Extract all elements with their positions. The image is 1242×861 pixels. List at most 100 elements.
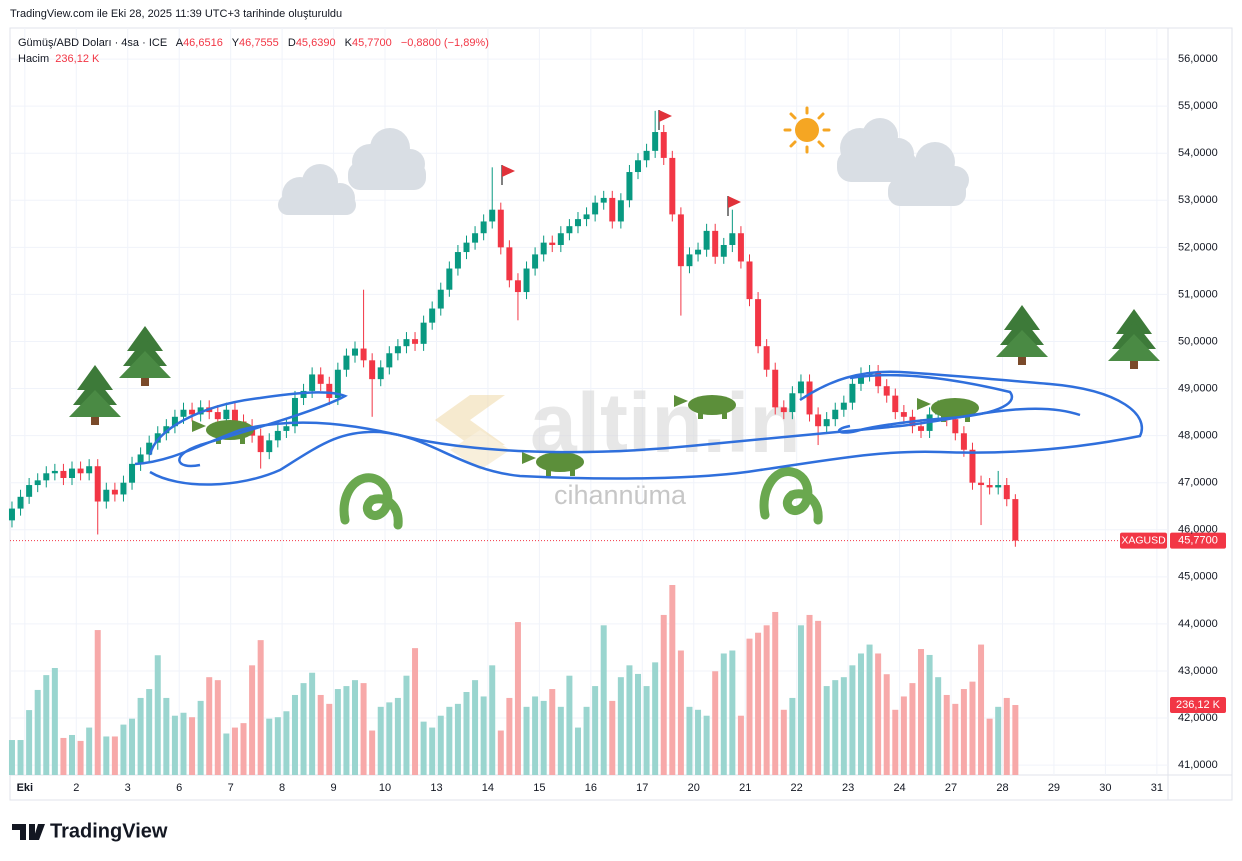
volume-bar <box>626 665 633 775</box>
candle-body <box>952 419 959 434</box>
volume-bar <box>806 614 813 775</box>
candle-body <box>43 473 50 481</box>
x-tick-label: 31 <box>1151 782 1163 794</box>
volume-bar <box>506 697 513 775</box>
candle-body <box>326 383 333 398</box>
volume-bar <box>377 706 384 775</box>
chart-frame <box>9 27 1233 801</box>
candle-body <box>609 197 616 222</box>
volume-bar <box>797 625 804 775</box>
candle-body <box>823 419 830 427</box>
candle-body <box>257 435 264 453</box>
volume-bar <box>1003 697 1010 775</box>
y-tick-label: 55,0000 <box>1178 100 1218 112</box>
candle-body <box>403 339 410 347</box>
candle-body <box>849 383 856 403</box>
candle-body <box>1003 485 1010 500</box>
volume-bar <box>489 665 496 775</box>
candle-body <box>146 442 153 455</box>
candle-body <box>737 233 744 262</box>
x-tick-label: 30 <box>1099 782 1111 794</box>
y-tick-label: 54,0000 <box>1178 147 1218 159</box>
candle-body <box>669 157 676 215</box>
volume-bar <box>146 689 153 775</box>
y-tick-label: 56,0000 <box>1178 53 1218 65</box>
x-tick-label: 17 <box>636 782 648 794</box>
volume-bar <box>8 740 15 775</box>
volume-bar <box>231 727 238 775</box>
volume-bar <box>780 709 787 775</box>
candle-body <box>369 360 376 380</box>
candle-body <box>729 233 736 245</box>
candle-body <box>695 249 702 255</box>
candle-body <box>103 489 110 502</box>
legend-key: Y <box>231 37 240 49</box>
volume-bar <box>137 697 144 775</box>
candle-body <box>918 426 925 431</box>
symbol-tag <box>1120 532 1167 549</box>
volume-bar <box>129 718 136 775</box>
volume-bar <box>257 640 264 775</box>
volume-bar <box>978 644 985 775</box>
volume-bar <box>952 703 959 775</box>
x-tick-label: 29 <box>1048 782 1060 794</box>
volume-bar <box>832 680 839 775</box>
candle-body <box>617 200 624 222</box>
volume-bar <box>652 662 659 775</box>
volume-bar <box>592 686 599 775</box>
candle-body <box>8 508 15 521</box>
volume-bar <box>180 712 187 775</box>
candle-body <box>686 254 693 267</box>
x-tick-label: 13 <box>430 782 442 794</box>
volume-bars <box>8 585 1019 775</box>
x-tick-label: 21 <box>739 782 751 794</box>
volume-bar <box>549 689 556 775</box>
volume-bar <box>677 650 684 775</box>
candle-body <box>454 252 461 269</box>
candle-body <box>772 369 779 408</box>
volume-bar <box>223 733 230 775</box>
volume-bar <box>995 706 1002 775</box>
volume-bar <box>163 697 170 775</box>
volume-bar <box>960 689 967 775</box>
volume-bar <box>463 692 470 775</box>
candle-body <box>274 430 281 441</box>
x-tick-label: 10 <box>379 782 391 794</box>
candle-body <box>986 485 993 488</box>
volume-bar <box>274 717 281 775</box>
candle-body <box>497 209 504 248</box>
candle-body <box>900 412 907 417</box>
volume-bar <box>943 694 950 775</box>
candle-body <box>857 374 864 384</box>
volume-bar <box>926 654 933 775</box>
candle-body <box>652 132 659 151</box>
candle-body <box>815 414 822 427</box>
candle-body <box>420 322 427 344</box>
volume-bar <box>120 724 127 775</box>
volume-bar <box>789 697 796 775</box>
candle-body <box>111 489 118 495</box>
volume-bar <box>249 665 256 775</box>
candle-body <box>840 402 847 410</box>
candle-body <box>189 409 196 415</box>
volume-bar <box>17 740 24 775</box>
volume-bar <box>394 697 401 775</box>
volume-bar <box>737 715 744 775</box>
candle-body <box>832 409 839 420</box>
legend-value: 45,6390 <box>295 37 336 49</box>
price-tag <box>1170 532 1226 549</box>
brand-name: TradingView <box>50 820 168 842</box>
candle-body <box>746 261 753 300</box>
volume-tag-label: 236,12 K <box>1176 699 1221 711</box>
candle-body <box>514 280 521 293</box>
watermark: altin.in cihannüma <box>435 376 801 510</box>
y-tick-label: 41,0000 <box>1178 759 1218 771</box>
candle-body <box>806 381 813 415</box>
legend-change: −0,8800 (−1,89%) <box>400 37 489 49</box>
volume-bar <box>343 686 350 775</box>
x-tick-label: 2 <box>73 782 79 794</box>
legend-row: Hacim 236,12 K <box>18 51 495 67</box>
volume-bar <box>720 653 727 775</box>
volume-bar <box>26 710 33 775</box>
